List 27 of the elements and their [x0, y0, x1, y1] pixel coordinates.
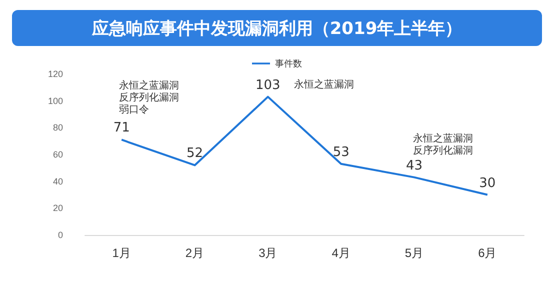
x-tick-label: 3月 [258, 246, 278, 260]
x-tick-label: 4月 [332, 246, 350, 260]
annotation: 弱口令 [119, 104, 149, 116]
x-tick-label: 6月 [478, 246, 497, 260]
y-tick-label: 0 [58, 230, 63, 240]
data-label: 30 [479, 176, 496, 191]
annotation: 永恒之蓝漏洞 [413, 132, 473, 144]
annotation: 反序列化漏洞 [119, 92, 179, 104]
x-tick-label: 5月 [404, 246, 424, 260]
legend-label: 事件数 [275, 58, 302, 68]
annotation: 反序列化漏洞 [413, 144, 473, 156]
annotation: 永恒之蓝漏洞 [294, 78, 354, 90]
chart-title: 应急响应事件中发现漏洞利用（2019年上半年） [12, 10, 542, 46]
y-tick-label: 40 [52, 176, 63, 186]
data-label: 71 [113, 120, 130, 136]
y-tick-label: 100 [48, 96, 63, 106]
data-label: 103 [256, 78, 280, 93]
x-tick-label: 1月 [112, 246, 131, 260]
y-tick-label: 60 [52, 150, 63, 160]
data-label: 52 [186, 146, 204, 162]
y-tick-label: 80 [52, 122, 63, 133]
data-label: 43 [406, 158, 423, 174]
y-tick-label: 120 [48, 69, 63, 79]
x-tick-label: 2月 [185, 246, 204, 260]
data-label: 53 [332, 144, 350, 160]
y-tick-label: 20 [52, 203, 63, 214]
annotation: 永恒之蓝漏洞 [119, 80, 179, 92]
